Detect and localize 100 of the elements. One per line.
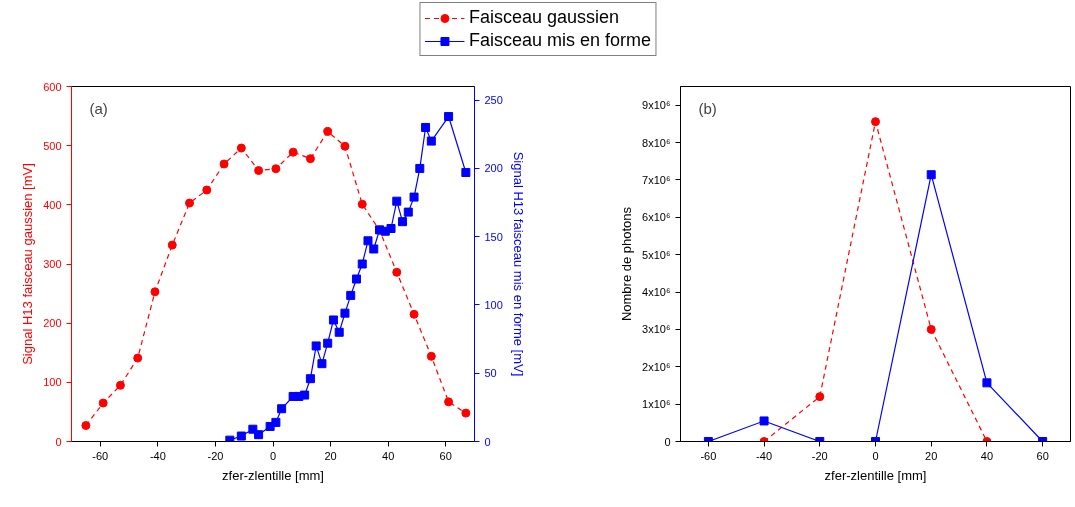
point — [426, 136, 436, 146]
x-tick-label: 0 — [872, 449, 879, 462]
y-tick-label: 8x10⁶ — [642, 136, 671, 149]
point — [926, 170, 936, 180]
x-tick-label: 20 — [925, 449, 938, 462]
point — [185, 198, 195, 208]
y-tick-label: 400 — [43, 198, 62, 211]
point — [398, 217, 408, 227]
point — [219, 159, 229, 169]
y-tick-label: 1x10⁶ — [642, 398, 671, 411]
point — [759, 416, 769, 426]
point — [409, 192, 419, 202]
x-tick-label: -20 — [207, 449, 224, 462]
y2-tick-label: 150 — [484, 230, 503, 243]
point — [386, 224, 396, 233]
annotation: (b) — [698, 99, 717, 117]
point — [271, 164, 281, 174]
y-tick-label: 9x10⁶ — [642, 99, 671, 112]
point — [444, 112, 454, 122]
point — [357, 199, 367, 209]
point — [311, 341, 321, 351]
point — [115, 380, 125, 390]
point — [300, 390, 310, 400]
point — [334, 327, 344, 337]
point — [415, 163, 425, 173]
y2-tick-label: 200 — [484, 162, 503, 175]
x-tick-label: 20 — [324, 449, 337, 462]
point — [277, 404, 287, 414]
point — [271, 417, 281, 427]
y-tick-label: 200 — [43, 317, 62, 330]
y-tick-label: 3x10⁶ — [642, 323, 671, 336]
point — [254, 166, 264, 176]
x-tick-label: -60 — [92, 449, 109, 462]
y-tick-label: 600 — [43, 80, 62, 93]
point — [982, 378, 992, 388]
point — [426, 351, 436, 361]
point — [351, 274, 361, 284]
y-tick-label: 500 — [43, 139, 62, 152]
y2-tick-label: 250 — [484, 94, 503, 107]
point — [461, 168, 471, 178]
y-tick-label: 0 — [55, 435, 62, 448]
x-axis-title: zfer-zlentille [mm] — [824, 467, 927, 483]
point — [167, 240, 177, 250]
y-tick-label: 300 — [43, 258, 62, 270]
point — [323, 338, 333, 348]
y2-tick-label: 50 — [484, 367, 497, 380]
x-tick-label: 40 — [980, 449, 994, 462]
point — [392, 196, 402, 206]
point — [328, 315, 338, 325]
x-tick-label: -20 — [811, 449, 828, 462]
point — [236, 431, 246, 441]
y2-tick-label: 100 — [484, 298, 503, 311]
point — [346, 290, 356, 300]
point — [363, 236, 373, 246]
point — [236, 143, 246, 153]
annotation: (a) — [89, 99, 108, 117]
point — [357, 259, 367, 269]
x-tick-label: 60 — [439, 449, 452, 462]
point — [871, 117, 880, 127]
legend-label: Faisceau gaussien — [468, 7, 620, 28]
x-tick-label: -40 — [149, 449, 166, 462]
x-tick-label: 0 — [269, 449, 277, 462]
point — [340, 141, 350, 151]
y2-tick-label: 0 — [484, 435, 491, 448]
y-tick-label: 7x10⁶ — [642, 173, 671, 186]
y-axis-title: Signal H13 faisceau gaussien [mV] — [20, 163, 36, 365]
x-tick-label: -40 — [756, 449, 773, 462]
point — [369, 244, 379, 254]
x-tick-label: -60 — [700, 449, 717, 462]
point — [926, 324, 936, 334]
y-tick-label: 2x10⁶ — [642, 360, 671, 373]
y-axis-title: Nombre de photons — [619, 206, 635, 322]
point — [81, 421, 91, 431]
point — [254, 430, 264, 440]
x-axis-title: zfer-zlentille [mm] — [222, 467, 324, 483]
point — [202, 185, 212, 195]
y-tick-label: 4x10⁶ — [642, 286, 671, 299]
point — [150, 287, 160, 297]
point — [392, 267, 402, 277]
point — [317, 359, 327, 369]
point — [133, 353, 143, 363]
y-tick-label: 0 — [664, 435, 671, 448]
point — [305, 374, 315, 384]
point — [815, 392, 825, 402]
point — [305, 154, 315, 164]
x-tick-label: 60 — [1036, 449, 1049, 462]
point — [421, 122, 431, 132]
point — [340, 308, 350, 318]
point — [225, 435, 235, 442]
point — [444, 397, 454, 407]
point — [323, 126, 333, 136]
y2-axis-title: Signal H13 faisceau mis en forme [mV] — [510, 151, 526, 377]
point — [461, 408, 471, 418]
point — [409, 309, 419, 319]
point — [288, 147, 298, 157]
y-tick-label: 5x10⁶ — [642, 248, 671, 261]
x-tick-label: 40 — [382, 449, 395, 462]
y-tick-label: 100 — [43, 376, 62, 389]
y-tick-label: 6x10⁶ — [642, 211, 671, 224]
point — [403, 207, 413, 217]
